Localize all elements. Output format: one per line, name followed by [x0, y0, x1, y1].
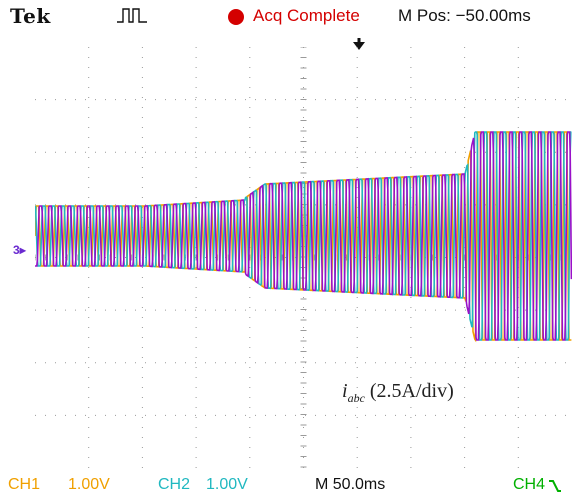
phase-c-trace: [35, 131, 572, 341]
horizontal-position: M Pos: −50.00ms: [398, 6, 531, 25]
status-bar: Tek Acq Complete M Pos: −50.00ms: [0, 0, 572, 30]
pulse-trigger-icon: [117, 8, 147, 23]
phase-b-trace: [35, 131, 572, 341]
channel-readout-bar: CH1 1.00V CH2 1.00V M 50.0ms CH4: [0, 472, 572, 502]
ch1-label: CH1: [8, 476, 41, 493]
ch1-scale: 1.00V: [68, 476, 110, 493]
ch2-scale: 1.00V: [206, 476, 248, 493]
acquisition-status: Acq Complete: [253, 6, 360, 25]
ch4-label: CH4: [513, 476, 546, 493]
current-scale-annotation: iabc (2.5A/div): [342, 380, 454, 405]
brand-logo: Tek: [10, 4, 51, 28]
channel-3-ground-marker[interactable]: 3▸: [13, 243, 26, 257]
falling-edge-icon: [549, 480, 561, 492]
waveform-display: [35, 47, 572, 468]
ch2-label: CH2: [158, 476, 191, 493]
acquisition-status-icon: [228, 9, 244, 25]
timebase: M 50.0ms: [315, 476, 386, 493]
waveforms: [35, 131, 572, 343]
trigger-position-icon: [353, 38, 365, 50]
